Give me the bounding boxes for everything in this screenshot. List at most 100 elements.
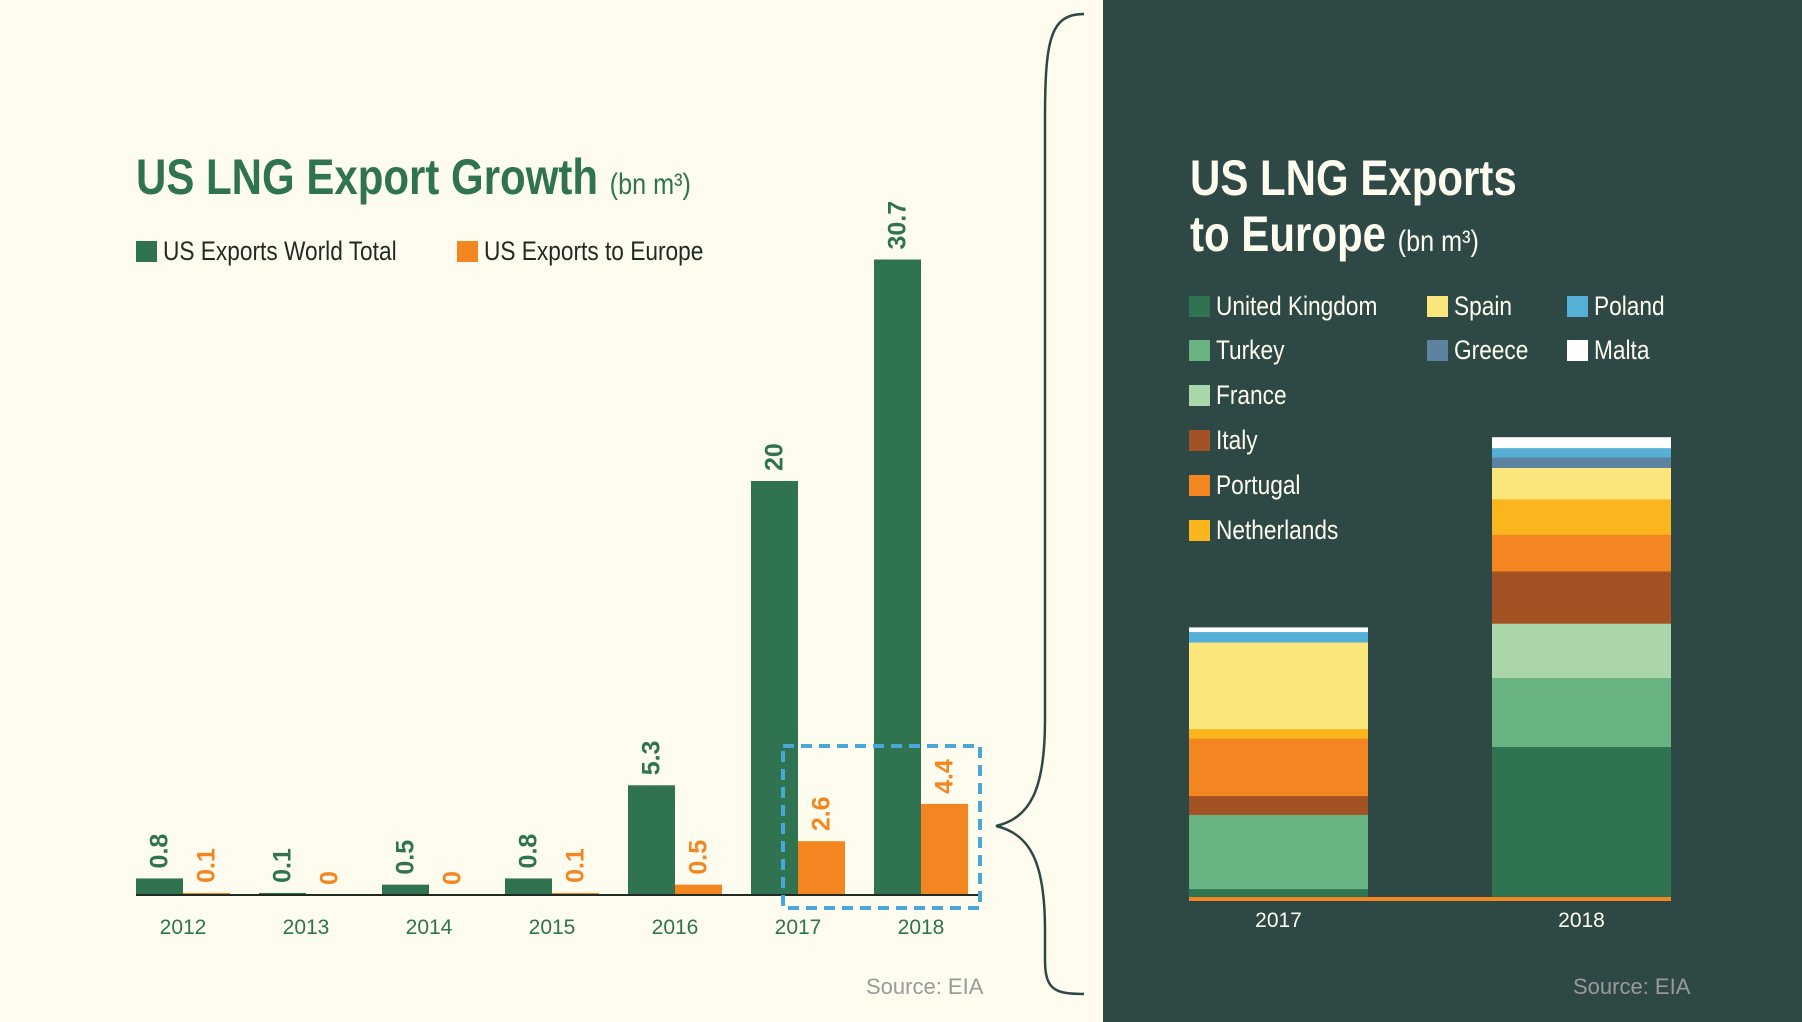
data-label: 4.4 bbox=[931, 759, 959, 794]
segment-turkey-2017 bbox=[1189, 814, 1368, 890]
segment-malta-2018 bbox=[1492, 437, 1671, 449]
data-label: 30.7 bbox=[884, 201, 912, 250]
segment-portugal-2017 bbox=[1189, 738, 1368, 797]
bar-europe-2012 bbox=[183, 892, 230, 895]
bar-europe-2017 bbox=[798, 841, 845, 895]
segment-united-kingdom-2018 bbox=[1492, 746, 1671, 898]
legend-swatch bbox=[1427, 296, 1448, 317]
title-line-1: US LNG Exports bbox=[1190, 150, 1517, 206]
segment-italy-2018 bbox=[1492, 570, 1671, 624]
unit-text: (bn m³) bbox=[609, 168, 691, 201]
data-label: 0 bbox=[316, 871, 344, 885]
x-tick-label: 2018 bbox=[898, 916, 945, 939]
data-label: 0.5 bbox=[392, 840, 420, 875]
legend-swatch bbox=[457, 241, 478, 262]
x-tick-label: 2017 bbox=[775, 916, 822, 939]
segment-spain-2017 bbox=[1189, 642, 1368, 730]
legend-portugal: Portugal bbox=[1189, 470, 1317, 501]
left-chart-title: US LNG Export Growth (bn m³) bbox=[136, 148, 797, 206]
legend-label: Malta bbox=[1594, 335, 1650, 365]
legend-label: Spain bbox=[1454, 291, 1513, 321]
legend-label: Italy bbox=[1216, 425, 1258, 455]
legend-label: Turkey bbox=[1216, 335, 1285, 365]
legend-swatch bbox=[1427, 340, 1448, 361]
legend-label: Greece bbox=[1454, 335, 1529, 365]
legend-label: US Exports World Total bbox=[163, 236, 397, 266]
data-label: 0.1 bbox=[562, 848, 590, 883]
data-label: 20 bbox=[761, 443, 789, 471]
legend-swatch bbox=[136, 241, 157, 262]
legend-swatch bbox=[1567, 340, 1588, 361]
x-tick-label: 2012 bbox=[160, 916, 207, 939]
legend-netherlands: Netherlands bbox=[1189, 515, 1362, 546]
segment-united-kingdom-2017 bbox=[1189, 888, 1368, 898]
legend-united-kingdom: United Kingdom bbox=[1189, 291, 1408, 322]
data-label: 2.6 bbox=[808, 796, 836, 831]
segment-portugal-2018 bbox=[1492, 534, 1671, 572]
legend-europe: US Exports to Europe bbox=[457, 236, 745, 267]
bar-world-2015 bbox=[505, 878, 552, 895]
legend-swatch bbox=[1189, 340, 1210, 361]
legend-label: United Kingdom bbox=[1216, 291, 1378, 321]
unit-text: (bn m³) bbox=[1397, 225, 1479, 258]
right-source: Source: EIA bbox=[1573, 974, 1691, 999]
segment-greece-2018 bbox=[1492, 457, 1671, 469]
curly-brace-icon bbox=[995, 12, 1085, 996]
legend-label: Poland bbox=[1594, 291, 1665, 321]
segment-france-2018 bbox=[1492, 623, 1671, 679]
x-tick-label: 2014 bbox=[406, 916, 453, 939]
bar-world-2017 bbox=[751, 481, 798, 895]
legend-label: US Exports to Europe bbox=[484, 236, 704, 266]
segment-italy-2017 bbox=[1189, 795, 1368, 815]
data-label: 0.1 bbox=[193, 848, 221, 883]
x-tick-label: 2016 bbox=[652, 916, 699, 939]
segment-netherlands-2017 bbox=[1189, 728, 1368, 739]
segment-turkey-2018 bbox=[1492, 677, 1671, 748]
bracket bbox=[995, 12, 1085, 996]
legend-world-total: US Exports World Total bbox=[136, 236, 441, 267]
legend-swatch bbox=[1189, 296, 1210, 317]
x-tick-label: 2015 bbox=[529, 916, 576, 939]
legend-malta: Malta bbox=[1567, 335, 1660, 366]
data-label: 0.8 bbox=[146, 834, 174, 869]
legend-swatch bbox=[1189, 520, 1210, 541]
data-label: 5.3 bbox=[638, 741, 666, 776]
x-tick-label: 2018 bbox=[1558, 909, 1605, 932]
legend-italy: Italy bbox=[1189, 425, 1266, 456]
segment-malta-2017 bbox=[1189, 627, 1368, 633]
bar-world-2014 bbox=[382, 884, 429, 895]
stacked-chart: 2017 2018 bbox=[1189, 437, 1671, 932]
right-panel: US LNG Exports to Europe (bn m³) United … bbox=[1103, 0, 1802, 1022]
segment-spain-2018 bbox=[1492, 467, 1671, 500]
legend-swatch bbox=[1189, 475, 1210, 496]
bar-world-2013 bbox=[259, 892, 306, 895]
data-label: 0 bbox=[439, 871, 467, 885]
right-chart-title: US LNG Exports to Europe (bn m³) bbox=[1190, 150, 1579, 270]
left-chart: 0.8 0.1 2012 0.1 0 2013 0.5 0 2014 0.8 0.1 2015 5.3 0… bbox=[136, 201, 982, 939]
data-label: 0.8 bbox=[515, 834, 543, 869]
legend-spain: Spain bbox=[1427, 291, 1523, 322]
legend-label: France bbox=[1216, 380, 1287, 410]
legend-swatch bbox=[1567, 296, 1588, 317]
bar-world-2012 bbox=[136, 878, 183, 895]
legend-greece: Greece bbox=[1427, 335, 1543, 366]
highlight-box bbox=[781, 744, 982, 910]
data-label: 0.5 bbox=[685, 840, 713, 875]
data-label: 0.1 bbox=[269, 848, 297, 883]
x-axis bbox=[1189, 897, 1671, 901]
legend-label: Netherlands bbox=[1216, 515, 1339, 545]
legend-france: France bbox=[1189, 380, 1300, 411]
segment-poland-2017 bbox=[1189, 631, 1368, 643]
segment-netherlands-2018 bbox=[1492, 498, 1671, 535]
bar-europe-2015 bbox=[552, 892, 599, 895]
legend-swatch bbox=[1189, 385, 1210, 406]
legend-poland: Poland bbox=[1567, 291, 1678, 322]
bar-europe-2018 bbox=[921, 803, 968, 895]
bar-world-2016 bbox=[628, 785, 675, 895]
legend-label: Portugal bbox=[1216, 470, 1301, 500]
left-source: Source: EIA bbox=[866, 974, 984, 999]
x-tick-label: 2017 bbox=[1255, 909, 1302, 932]
title-text: US LNG Export Growth bbox=[136, 149, 598, 205]
x-tick-label: 2013 bbox=[283, 916, 330, 939]
legend-swatch bbox=[1189, 430, 1210, 451]
